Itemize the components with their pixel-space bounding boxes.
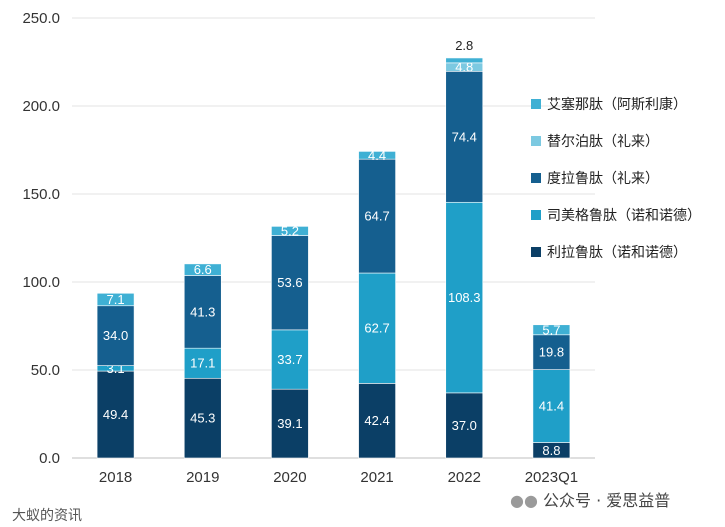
bar-segment <box>96 292 135 307</box>
data-label: 4.8 <box>455 60 473 75</box>
y-tick-label: 50.0 <box>31 362 60 379</box>
x-tick-label: 2018 <box>99 469 132 486</box>
y-tick-label: 0.0 <box>39 450 60 467</box>
y-tick-label: 150.0 <box>22 186 60 203</box>
x-axis: 2018 2019 2020 2021 2022 2023Q1 <box>99 469 578 486</box>
bars: 49.43.134.07.145.317.141.36.639.133.753.… <box>96 38 571 459</box>
x-tick-label: 2020 <box>273 469 306 486</box>
bar-segment <box>183 377 222 459</box>
data-label: 7.1 <box>107 292 125 307</box>
legend-label: 度拉鲁肽（礼来） <box>547 171 659 187</box>
bar-segment <box>358 383 396 459</box>
x-tick-label: 2021 <box>360 469 393 486</box>
bar-segment <box>445 57 484 64</box>
legend-swatch <box>531 173 541 183</box>
x-tick-label: 2022 <box>448 469 481 486</box>
bar-segment <box>271 329 309 390</box>
data-label: 64.7 <box>364 209 389 224</box>
footer-right-mark: ●● 公众号 · 爱思益普 <box>510 487 670 511</box>
bar-segment <box>445 71 484 203</box>
data-label: 4.4 <box>368 148 386 163</box>
data-label: 108.3 <box>448 290 481 305</box>
data-label: 5.2 <box>281 223 299 238</box>
bar-segment <box>271 388 309 459</box>
data-label: 53.6 <box>277 275 302 290</box>
y-tick-label: 200.0 <box>22 98 60 115</box>
data-label: 62.7 <box>364 321 389 336</box>
data-label: 19.8 <box>539 345 564 360</box>
data-label: 41.4 <box>539 399 564 414</box>
data-label: 6.6 <box>194 262 212 277</box>
legend-swatch <box>531 247 541 257</box>
legend-label: 替尔泊肽（礼来） <box>547 134 659 150</box>
bar-segment <box>271 235 309 331</box>
bar-segment <box>271 226 309 236</box>
data-label: 45.3 <box>190 411 215 426</box>
legend: 艾塞那肽（阿斯利康） 替尔泊肽（礼来） 度拉鲁肽（礼来） 司美格鲁肽（诺和诺德） 利拉鲁… <box>531 96 701 261</box>
data-label: 34.0 <box>103 328 128 343</box>
bar-segment <box>532 324 571 336</box>
data-label: 74.4 <box>452 129 477 144</box>
bar-segment <box>532 369 571 443</box>
legend-label: 艾塞那肽（阿斯利康） <box>547 96 687 113</box>
bar-segment <box>532 334 571 370</box>
legend-swatch <box>531 99 541 109</box>
data-label: 37.0 <box>452 418 477 433</box>
data-label: 42.4 <box>364 413 389 428</box>
bar-segment <box>445 392 484 459</box>
legend-label: 利拉鲁肽（诺和诺德） <box>547 245 687 261</box>
data-label: 41.3 <box>190 304 215 319</box>
bar-segment <box>358 158 396 274</box>
data-label: 2.8 <box>455 38 473 53</box>
y-tick-label: 250.0 <box>22 10 60 27</box>
data-label: 5.7 <box>542 322 560 337</box>
data-label: 8.8 <box>542 443 560 458</box>
grid <box>72 17 595 459</box>
data-label: 49.4 <box>103 407 128 422</box>
data-label: 33.7 <box>277 352 302 367</box>
bar-segment <box>445 201 484 394</box>
data-label: 39.1 <box>277 416 302 431</box>
bar-segment <box>358 272 396 384</box>
y-axis: 0.0 50.0 100.0 150.0 200.0 250.0 <box>22 10 60 467</box>
y-tick-label: 100.0 <box>22 274 60 291</box>
x-tick-label: 2019 <box>186 469 219 486</box>
legend-swatch <box>531 210 541 220</box>
wechat-icon: ●● <box>510 491 544 510</box>
legend-swatch <box>531 136 541 146</box>
bar-segment <box>358 151 396 160</box>
footer-right-text: 公众号 · 爱思益普 <box>543 491 671 510</box>
footer-left-mark: 大蚁的资讯 <box>12 508 82 524</box>
legend-label: 司美格鲁肽（诺和诺德） <box>547 208 701 224</box>
bar-segment <box>96 370 135 459</box>
bar-segment <box>183 263 222 276</box>
bar-segment <box>183 347 222 379</box>
data-label: 17.1 <box>190 356 215 371</box>
x-tick-label: 2023Q1 <box>525 469 578 486</box>
